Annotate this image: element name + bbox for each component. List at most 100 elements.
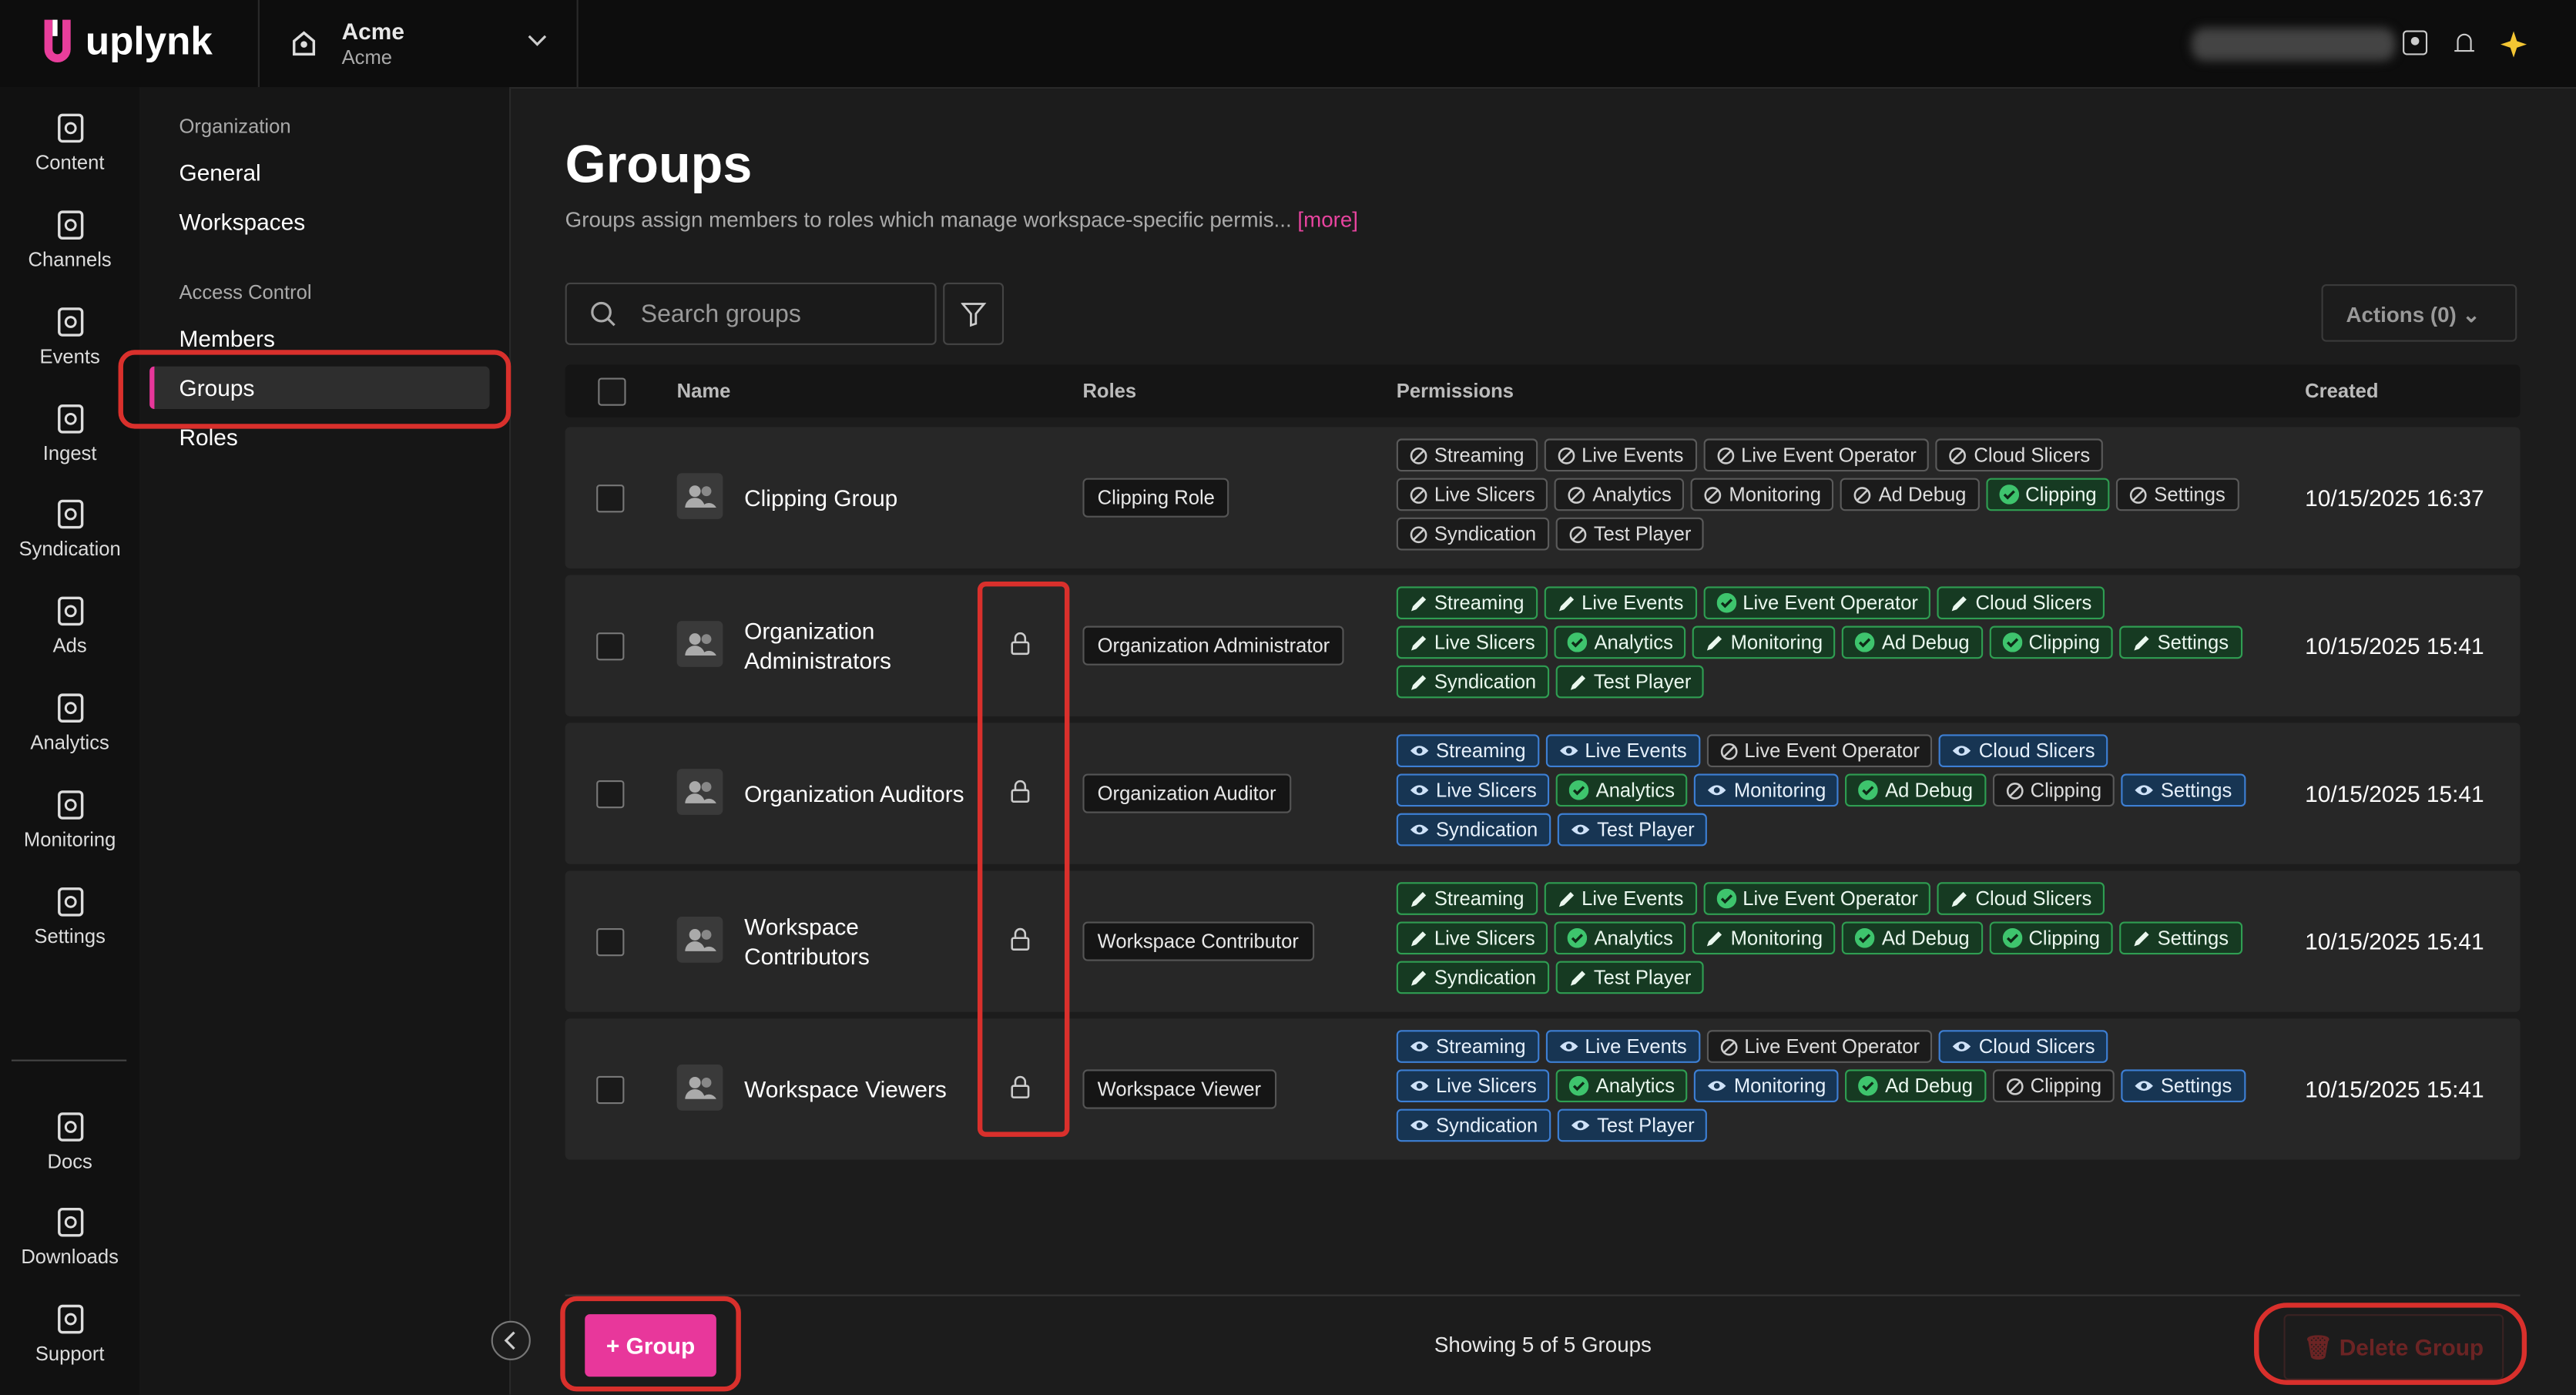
permission-label: Ad Debug [1885,778,1973,802]
role-tag: Clipping Role [1082,478,1230,518]
group-name[interactable]: Organization Auditors [744,780,964,807]
permission-tag: Live Events [1544,438,1697,472]
search-box[interactable]: Search groups [565,282,937,345]
permission-tag: Settings [2119,625,2242,659]
delete-label: Delete Group [2339,1333,2484,1360]
sidebar-item[interactable]: Workspaces [149,200,489,243]
permission-label: Test Player [1593,522,1692,546]
lock-icon [1011,1075,1031,1108]
avatar [676,473,723,519]
permission-label: Monitoring [1730,630,1823,654]
permission-label: Test Player [1593,670,1692,693]
avatar [676,769,723,815]
sidebar-label: General [179,159,261,186]
nav-item[interactable]: Channels [0,209,139,271]
section-title: Access Control [179,280,312,304]
group-name[interactable]: Clipping Group [744,485,898,511]
permission-tag: Live Slicers [1396,625,1548,659]
permission-label: Live Events [1581,887,1684,910]
nav-icon [57,596,83,626]
nav-item[interactable]: Support [0,1303,139,1365]
permission-label: Ad Debug [1885,1074,1973,1098]
more-link[interactable]: [more] [1297,206,1358,232]
org-switcher[interactable]: Acme Acme [257,0,579,88]
row-checkbox[interactable] [596,485,625,513]
permission-tag: Clipping [1992,1069,2115,1103]
group-name[interactable]: Workspace Contributors [744,913,870,970]
permission-tag: Cloud Slicers [1936,438,2104,472]
org-name: Acme [341,18,404,45]
permission-tag: Settings [2116,478,2239,511]
actions-button[interactable]: Actions (0) ⌄ [2321,283,2517,342]
table-row: Organization Auditors Organization Audito… [565,723,2521,864]
filter-button[interactable] [943,282,1005,345]
permission-label: Analytics [1594,630,1673,654]
search-icon [591,301,615,327]
permission-label: Syndication [1435,818,1538,841]
permission-label: Live Events [1581,443,1684,467]
page-title: Groups [565,134,753,194]
delete-group-button[interactable]: 🗑 Delete Group [2283,1314,2504,1380]
permission-label: Settings [2154,483,2225,506]
permissions: Streaming Live Events Live Event Operator C… [1396,882,2383,1001]
add-group-button[interactable]: + Group [585,1314,716,1377]
nav-icon [57,404,83,434]
permission-tag: Monitoring [1691,478,1834,511]
nav-item[interactable]: Analytics [0,692,139,754]
permission-tag: Monitoring [1692,921,1836,955]
role-tag: Organization Administrator [1082,625,1345,666]
permission-tag: Test Player [1555,517,1705,551]
sidebar-label: Members [179,325,275,352]
nav-item[interactable]: Downloads [0,1206,139,1268]
chevron [528,35,547,46]
nav-icon [57,1207,83,1237]
nav-item[interactable]: Events [0,306,139,368]
permission-tag: Live Slicers [1396,773,1550,807]
row-checkbox[interactable] [596,927,625,957]
nav-label: Settings [34,924,106,948]
role-tag: Workspace Contributor [1082,921,1314,961]
highlight [2254,1303,2527,1385]
permission-label: Live Slicers [1435,1074,1537,1098]
collapse-button[interactable] [491,1320,531,1360]
nav-item[interactable]: Content [0,112,139,174]
nav-item[interactable]: Docs [0,1111,139,1173]
row-checkbox[interactable] [596,632,625,661]
nav-item[interactable]: Syndication [0,498,139,560]
permission-tag: Ad Debug [1840,478,1980,511]
table-header [565,364,2521,417]
permission-tag: Live Slicers [1396,478,1548,511]
permission-label: Live Event Operator [1744,739,1920,763]
permission-label: Cloud Slicers [1978,1035,2095,1058]
permission-tag: Ad Debug [1842,921,1983,955]
nav-label: Downloads [21,1245,119,1269]
sidebar-item[interactable]: General [149,151,489,193]
sidebar-label: Workspaces [179,208,306,235]
nav-item[interactable]: Ads [0,595,139,657]
permission-label: Cloud Slicers [1975,887,2092,910]
role-tag: Workspace Viewer [1082,1069,1276,1109]
column-header: Permissions [1396,379,1514,403]
group-name[interactable]: Organization Administrators [744,617,891,674]
row-checkbox[interactable] [596,780,625,809]
table-row: Clipping Group Clipping Role Streaming Live… [565,427,2521,568]
group-name[interactable]: Workspace Viewers [744,1075,947,1103]
nav-item[interactable]: Monitoring [0,789,139,851]
select-all[interactable] [598,377,626,406]
permission-label: Live Events [1581,591,1684,615]
permissions: Streaming Live Events Live Event Operator C… [1396,734,2383,853]
nav-item[interactable]: Ingest [0,403,139,465]
nav-item[interactable]: Settings [0,886,139,948]
permission-label: Clipping [2030,1074,2102,1098]
section-title: Organization [179,115,291,139]
permission-label: Analytics [1594,926,1673,950]
permission-tag: Ad Debug [1845,773,1987,807]
sidebar-item[interactable]: Members [149,317,489,360]
page-description: Groups assign members to roles which man… [565,207,1358,232]
row-checkbox[interactable] [596,1075,625,1105]
permission-label: Ad Debug [1878,483,1967,506]
sidebar-item[interactable]: Groups [149,366,490,410]
created: 10/15/2025 16:37 [2305,485,2484,511]
permission-label: Live Events [1585,739,1687,763]
